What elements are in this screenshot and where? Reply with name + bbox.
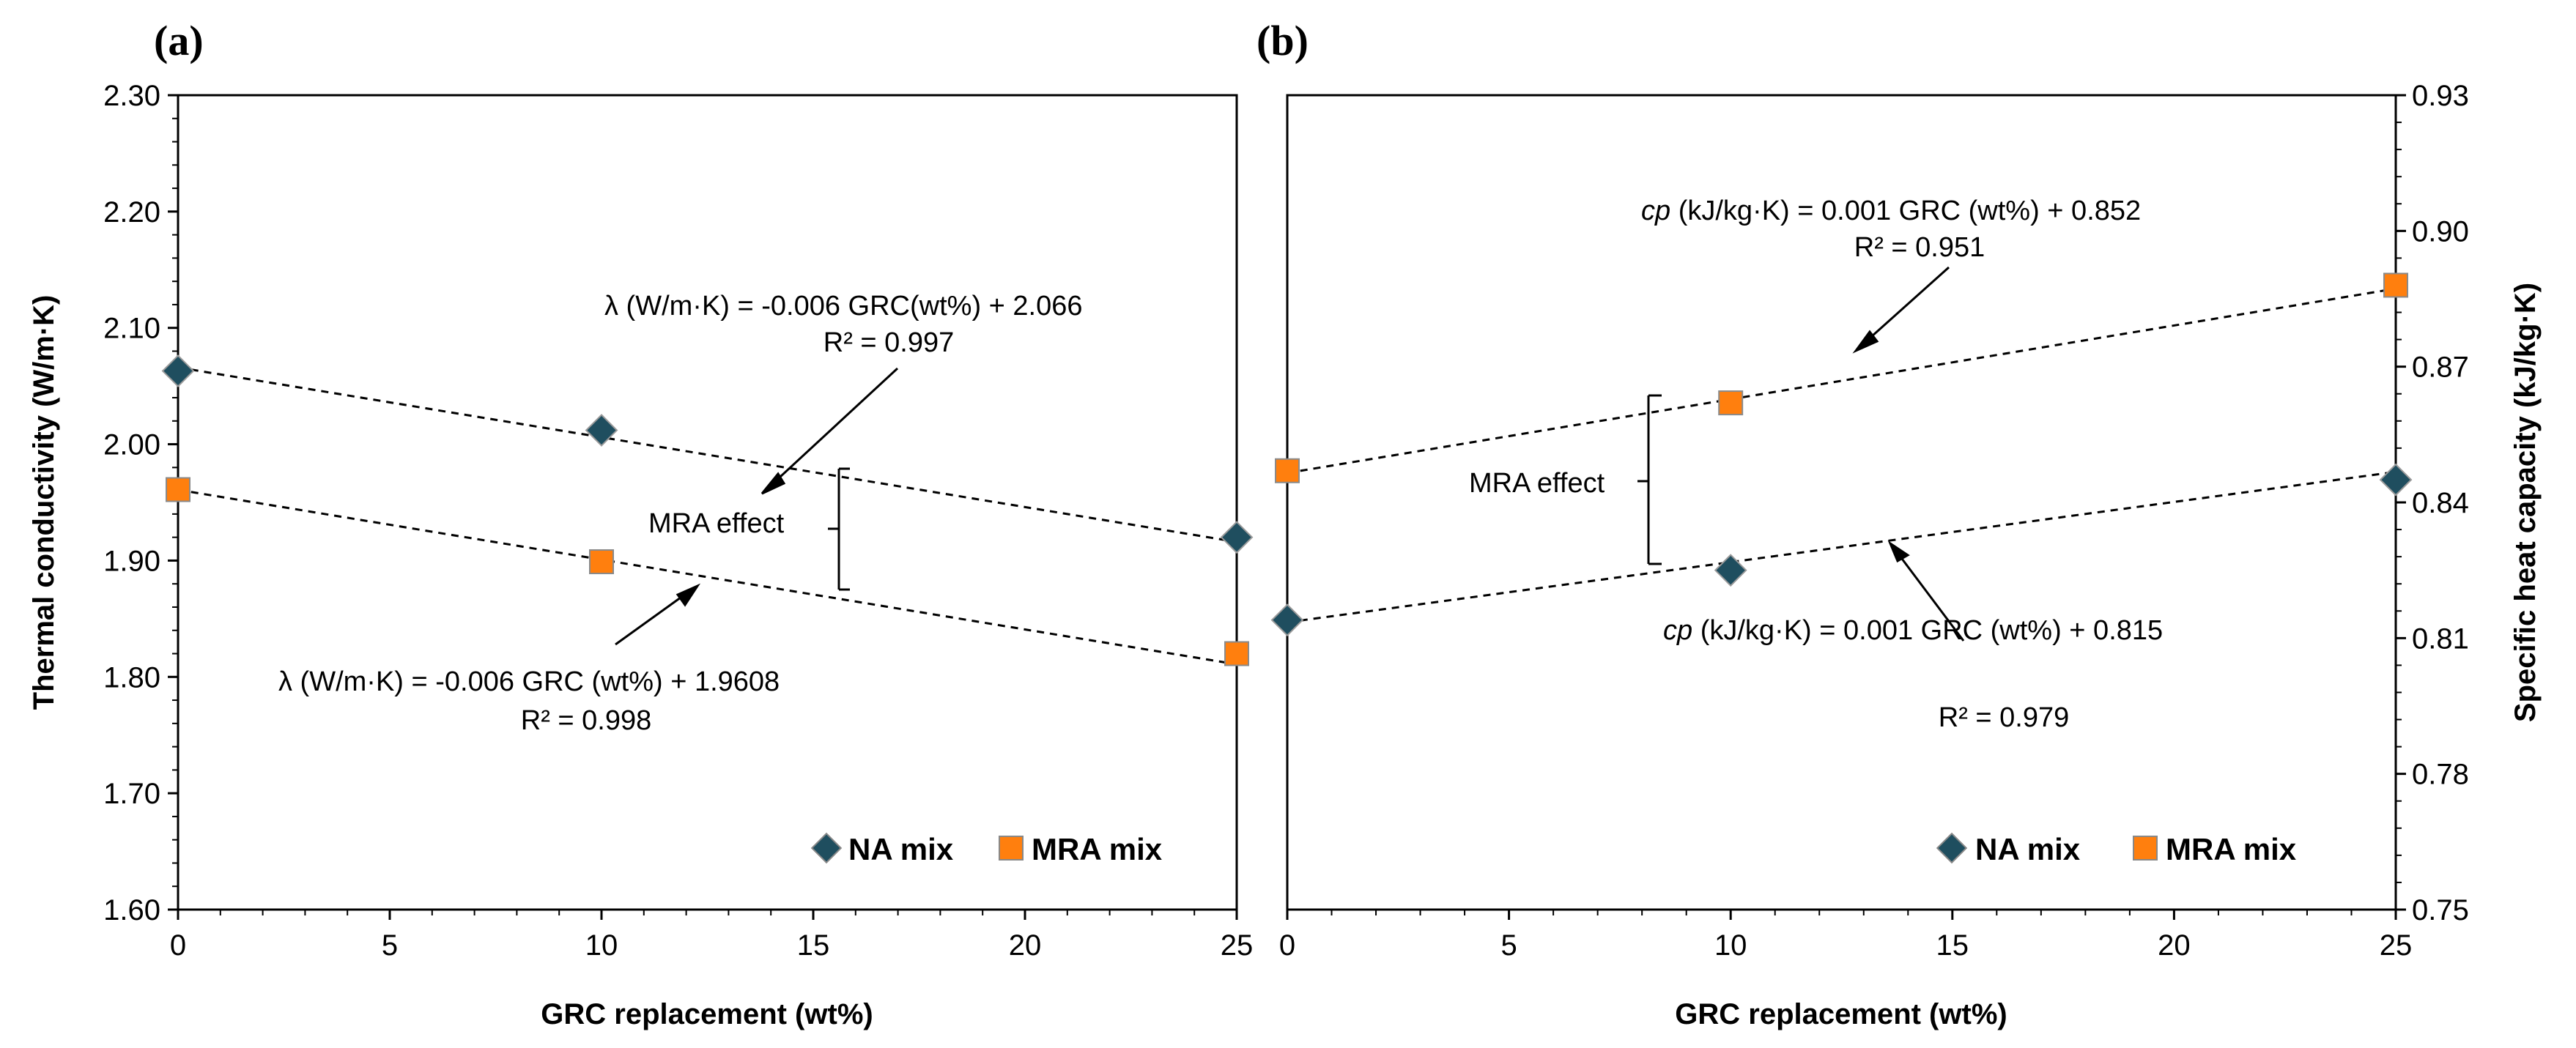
x-tick-label: 20 [1009,929,1042,962]
y-tick-label: 0.87 [2412,352,2469,384]
panel-a-eq-top-line2: R² = 0.997 [823,327,955,358]
x-tick-label: 10 [585,929,618,962]
panel-a-legend-na-icon [810,832,843,864]
panel-b-legend-mra-label: MRA mix [2166,832,2297,866]
y-tick-label: 0.93 [2412,80,2469,112]
x-tick-label: 0 [1279,929,1295,962]
y-tick-label: 0.90 [2412,215,2469,248]
panel-a-mra-effect-bracket [828,467,850,591]
panel-a-x-axis-title: GRC replacement (wt%) [541,998,873,1030]
x-tick-label: 5 [382,929,398,962]
y-tick-label: 0.81 [2412,623,2469,655]
panel-b-y-ticks: 0.75 0.78 0.81 0.84 0.87 0.90 0.93 [2396,80,2469,926]
y-tick-label: 2.20 [103,196,160,228]
panel-a-label: (a) [154,17,204,64]
panel-a-thermal-conductivity-chart: (a) 1.60 1.70 1.80 1.90 2.00 2.10 2.20 2.30 0 5 1… [28,17,1254,1030]
panel-b-legend-mra-icon [2133,836,2158,861]
y-tick-label: 1.60 [103,894,160,926]
x-tick-label: 10 [1714,929,1747,962]
y-tick-label: 2.00 [103,429,160,461]
panel-b-mra-effect-label: MRA effect [1469,468,1605,499]
panel-a-x-ticks: 0 5 10 15 20 25 [170,910,1253,962]
panel-b-eq-top-rest: (kJ/kg·K) = 0.001 GRC (wt%) + 0.852 [1670,196,2141,226]
x-tick-label: 15 [1936,929,1969,962]
x-tick-label: 15 [797,929,830,962]
panel-a-plot-area [177,94,1238,911]
y-tick-label: 0.78 [2412,759,2469,791]
data-point-mra-mix [2383,272,2408,298]
x-tick-label: 25 [2380,929,2413,962]
data-point-na-mix [1714,554,1747,587]
panel-b-specific-heat-chart: (b) 0.75 0.78 0.81 0.84 0.87 0.90 0.93 0 5 10 15 2… [1256,17,2542,1030]
panel-b-eq-bottom-line2: R² = 0.979 [1939,702,2070,733]
y-tick-label: 1.80 [103,661,160,694]
data-point-na-mix [1270,603,1304,637]
data-point-na-mix [1220,521,1254,554]
x-tick-label: 20 [2158,929,2191,962]
panel-b-data-points [1270,272,2413,637]
y-tick-label: 0.84 [2412,487,2469,519]
trendline-mra-mix [1287,287,2397,475]
panel-b-eq-bottom-line1: cp (kJ/kg·K) = 0.001 GRC (wt%) + 0.815 [1663,615,2163,646]
panel-b-label: (b) [1256,17,1309,64]
data-point-mra-mix [1275,458,1300,483]
panel-b-legend-na-icon [1936,832,1968,864]
panel-a-eq-bottom-line2: R² = 0.998 [521,705,652,736]
panel-a-y-axis-title: Thermal conductivity (W/m·K) [28,295,60,710]
panel-a-data-points [161,354,1254,666]
panel-b-eq-top-line1: cp (kJ/kg·K) = 0.001 GRC (wt%) + 0.852 [1641,196,2141,226]
panel-b-mra-effect-bracket [1637,394,1662,565]
panel-b-legend: NA mix MRA mix [1936,832,2297,866]
panel-a-eq-top-line1: λ (W/m·K) = -0.006 GRC(wt%) + 2.066 [604,291,1083,322]
panel-b-eq-top-prefix: cp [1641,196,1670,226]
x-tick-label: 25 [1221,929,1254,962]
panel-a-legend-mra-icon [999,836,1024,861]
data-point-mra-mix [1718,390,1744,416]
x-tick-label: 5 [1500,929,1517,962]
panel-b-x-axis-title: GRC replacement (wt%) [1675,998,2007,1030]
y-tick-label: 2.30 [103,80,160,112]
panel-a-legend-mra-label: MRA mix [1032,832,1163,866]
panel-a-arrow-top [760,367,899,495]
panel-b-trendlines [1287,287,2397,624]
panel-b-arrow-bottom [1887,540,1965,642]
panel-a-eq-bottom-line1: λ (W/m·K) = -0.006 GRC (wt%) + 1.9608 [278,666,780,697]
panel-b-eq-bottom-rest: (kJ/kg·K) = 0.001 GRC (wt%) + 0.815 [1692,615,2163,646]
data-point-na-mix [161,354,195,387]
y-tick-label: 0.75 [2412,894,2469,926]
panel-a-mra-effect-label: MRA effect [648,508,785,539]
panel-a-arrow-bottom [615,583,701,646]
data-point-na-mix [585,414,618,447]
panel-b-eq-bottom-prefix: cp [1663,615,1692,646]
panel-b-plot-area [1286,94,2397,911]
panel-a-legend: NA mix MRA mix [810,832,1163,866]
y-tick-label: 1.90 [103,545,160,577]
panel-b-y-axis-title: Specific heat capacity (kJ/kg·K) [2509,283,2542,722]
data-point-mra-mix [1224,641,1249,666]
panel-a-legend-na-label: NA mix [848,832,954,866]
trendline-na-mix [1287,470,2397,624]
x-tick-label: 0 [170,929,186,962]
y-tick-label: 1.70 [103,778,160,810]
data-point-na-mix [2379,463,2413,497]
data-point-mra-mix [589,549,614,575]
panel-b-arrow-top [1852,266,1950,354]
y-tick-label: 2.10 [103,313,160,345]
panel-b-legend-na-label: NA mix [1975,832,2081,866]
panel-b-x-ticks: 0 5 10 15 20 25 [1279,910,2412,962]
data-point-mra-mix [166,477,190,502]
panel-b-eq-top-line2: R² = 0.951 [1854,232,1985,263]
panel-a-y-ticks: 1.60 1.70 1.80 1.90 2.00 2.10 2.20 2.30 [103,80,178,926]
